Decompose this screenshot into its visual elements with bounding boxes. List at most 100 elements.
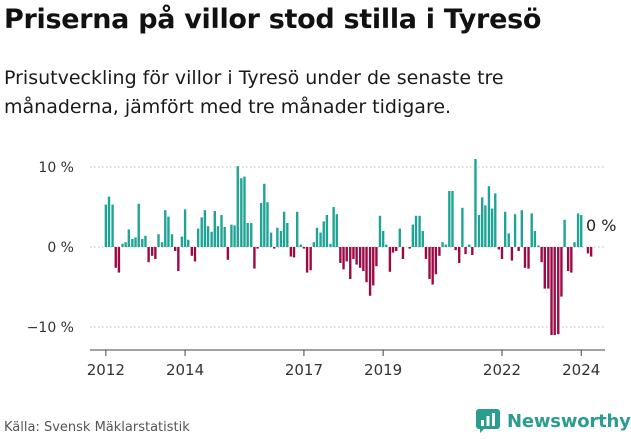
bar bbox=[282, 211, 286, 247]
bar bbox=[388, 247, 392, 272]
bar bbox=[352, 247, 355, 259]
bar bbox=[547, 247, 550, 289]
source-note: Källa: Svensk Mäklarstatistik bbox=[4, 420, 190, 435]
bar bbox=[487, 186, 491, 247]
bar bbox=[391, 247, 395, 253]
bar bbox=[339, 247, 342, 263]
bar bbox=[372, 247, 375, 286]
bar bbox=[540, 247, 543, 263]
x-tick-label: 2014 bbox=[166, 361, 204, 379]
latest-value-label: 0 % bbox=[586, 216, 616, 235]
bar bbox=[315, 227, 319, 247]
bar bbox=[296, 211, 299, 247]
bar bbox=[494, 193, 497, 247]
chart-subtitle: Prisutveckling för villor i Tyresö under… bbox=[4, 67, 504, 118]
bar bbox=[329, 243, 332, 247]
bar bbox=[167, 216, 170, 247]
bar bbox=[141, 239, 144, 247]
bar bbox=[236, 166, 239, 247]
bar bbox=[111, 204, 114, 247]
bar bbox=[533, 231, 537, 247]
bar bbox=[441, 242, 444, 247]
bar bbox=[428, 247, 431, 279]
bar bbox=[266, 202, 269, 247]
bar bbox=[124, 242, 127, 247]
bar bbox=[332, 207, 335, 247]
bar bbox=[240, 178, 243, 247]
bar bbox=[490, 208, 494, 247]
bar bbox=[173, 247, 177, 251]
x-tick-label: 2012 bbox=[87, 361, 125, 379]
bar bbox=[500, 247, 504, 259]
bar bbox=[553, 247, 556, 335]
chart-title: Priserna på villor stod stilla i Tyresö bbox=[4, 4, 542, 35]
bar bbox=[335, 214, 338, 247]
bar bbox=[134, 237, 137, 247]
bar bbox=[586, 247, 590, 254]
bar bbox=[527, 247, 530, 269]
bar bbox=[358, 247, 362, 268]
bar bbox=[250, 223, 253, 247]
bar bbox=[256, 247, 259, 249]
brand-name: Newsworthy bbox=[507, 410, 631, 432]
bar bbox=[305, 247, 309, 273]
bar bbox=[570, 247, 573, 273]
bar bbox=[566, 247, 570, 271]
bar bbox=[368, 247, 372, 296]
bar bbox=[543, 247, 546, 289]
bar bbox=[510, 247, 514, 261]
bar bbox=[183, 209, 187, 247]
bar bbox=[408, 247, 411, 249]
bar bbox=[517, 247, 520, 251]
bar bbox=[378, 215, 382, 247]
bar bbox=[233, 225, 236, 247]
bar bbox=[289, 247, 293, 257]
bar bbox=[121, 243, 124, 247]
bar bbox=[309, 247, 312, 271]
bar bbox=[319, 232, 322, 247]
bars-layer bbox=[104, 159, 593, 335]
bar-chart: 10 % 0 % −10 % 2012 2014 2017 2019 2022 2024 0 % bbox=[27, 159, 617, 379]
bar bbox=[385, 244, 388, 247]
bar bbox=[563, 219, 566, 247]
bar bbox=[137, 203, 140, 247]
bar bbox=[276, 227, 279, 247]
bar bbox=[355, 247, 358, 265]
bar bbox=[269, 232, 273, 247]
bar bbox=[401, 247, 405, 259]
bar bbox=[253, 247, 256, 269]
bar bbox=[322, 221, 325, 247]
bar bbox=[223, 227, 226, 247]
bar bbox=[381, 231, 385, 247]
bar bbox=[448, 191, 451, 247]
bar bbox=[461, 207, 464, 247]
bar bbox=[157, 234, 160, 247]
bar bbox=[170, 234, 174, 247]
bar bbox=[243, 176, 246, 247]
bar bbox=[464, 247, 467, 255]
bar bbox=[259, 203, 263, 247]
brand-logo[interactable]: Newsworthy bbox=[475, 406, 631, 436]
axis-layer bbox=[90, 349, 605, 356]
bar bbox=[177, 247, 180, 271]
bar bbox=[312, 242, 316, 247]
bar bbox=[246, 223, 249, 247]
bar bbox=[203, 210, 207, 247]
bar bbox=[434, 247, 438, 275]
x-tick-label: 2017 bbox=[285, 361, 323, 379]
bar bbox=[230, 224, 233, 247]
y-tick-label: −10 % bbox=[27, 320, 74, 336]
bar bbox=[454, 247, 457, 251]
bar bbox=[431, 247, 434, 285]
bar bbox=[299, 244, 302, 247]
bar bbox=[104, 204, 108, 247]
bar bbox=[107, 196, 111, 247]
bar bbox=[220, 215, 223, 247]
bar bbox=[576, 213, 580, 247]
bar bbox=[451, 191, 454, 247]
bar bbox=[342, 247, 345, 270]
bar bbox=[580, 215, 583, 247]
label-layer: 10 % 0 % −10 % 2012 2014 2017 2019 2022 2024 0 % bbox=[27, 160, 617, 379]
bar bbox=[180, 236, 184, 247]
bar bbox=[190, 247, 193, 256]
